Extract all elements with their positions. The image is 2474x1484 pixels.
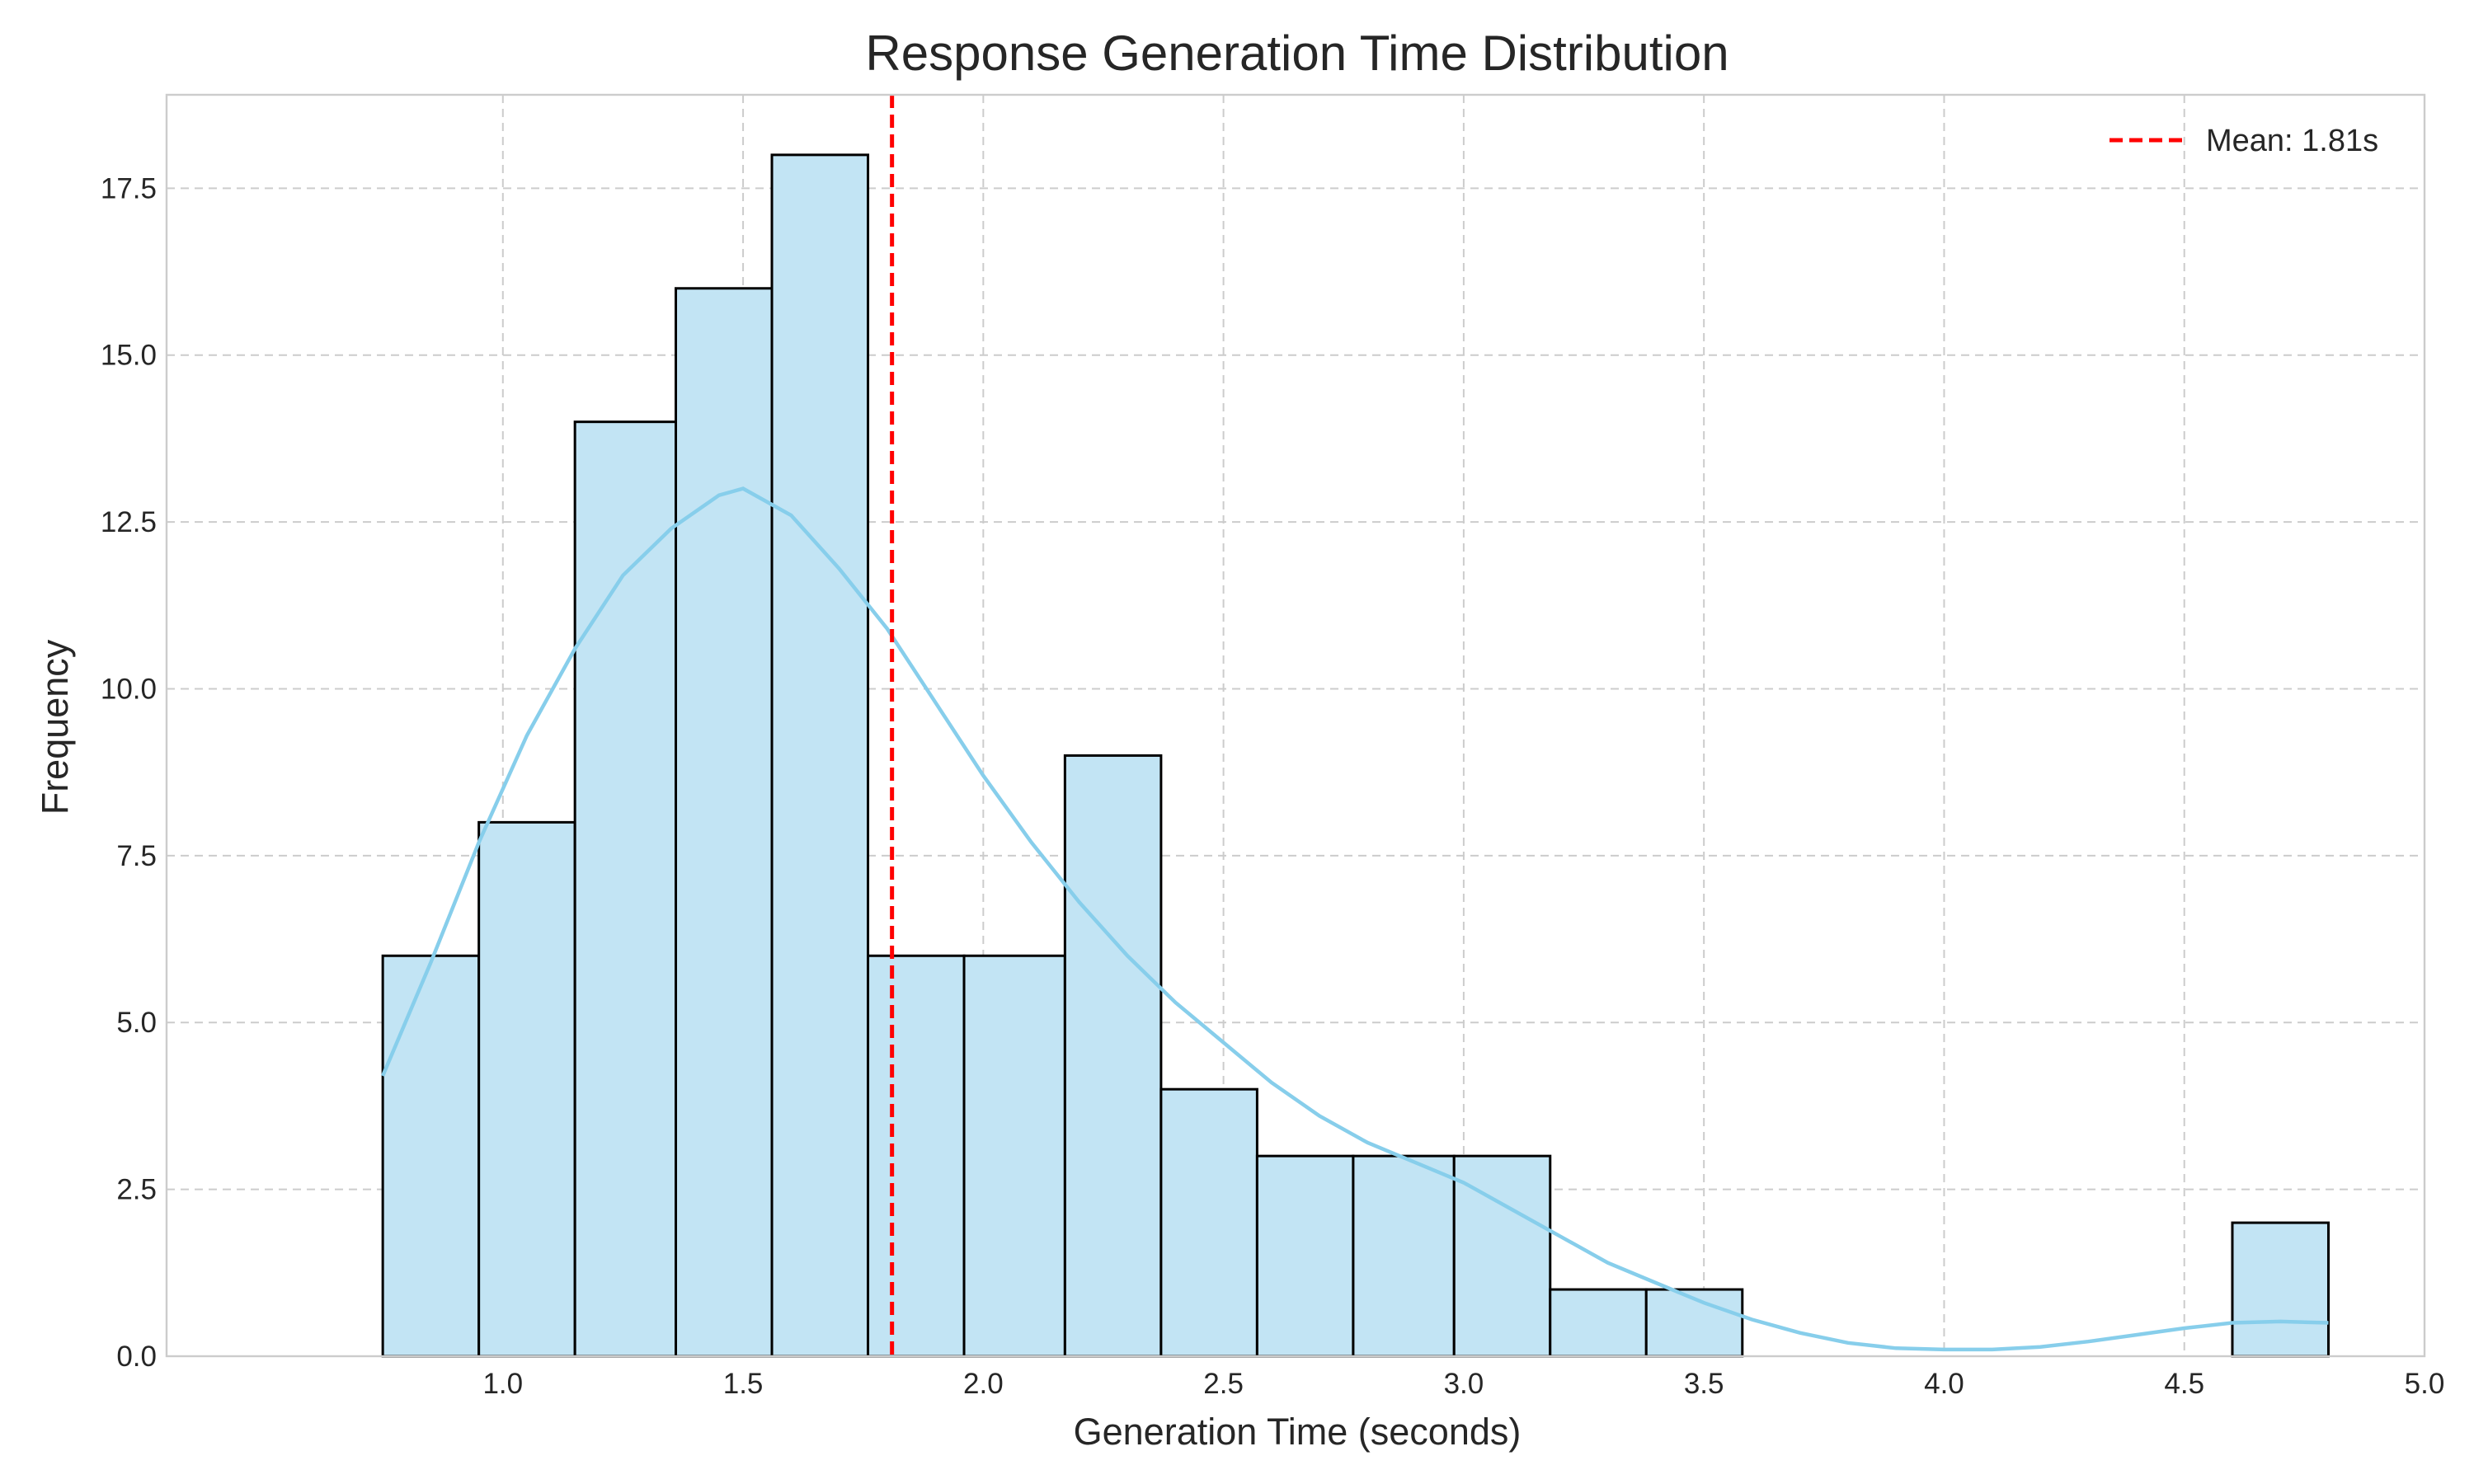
bars-layer: [381, 153, 2330, 1358]
kde-layer: [381, 486, 2329, 1352]
legend: Mean: 1.81s: [2109, 124, 2378, 158]
x-tick-label: 2.5: [1203, 1368, 1244, 1400]
y-tick-label: 10.0: [101, 673, 157, 705]
chart-title: Response Generation Time Distribution: [865, 26, 1729, 81]
histogram-bar: [573, 420, 678, 1358]
histogram-bar: [381, 954, 481, 1358]
x-tick-label: 1.5: [723, 1368, 764, 1400]
x-tick-label: 4.0: [1924, 1368, 1964, 1400]
x-tick-label: 2.0: [963, 1368, 1004, 1400]
histogram-bar: [1255, 1154, 1355, 1358]
y-tick-label: 2.5: [116, 1174, 157, 1206]
y-tick-label: 12.5: [101, 506, 157, 538]
x-tick-labels: 1.0 1.5 2.0 2.5 3.0 3.5 4.0 4.5 5.0: [482, 1368, 2444, 1400]
x-tick-label: 3.5: [1684, 1368, 1724, 1400]
legend-mean-label: Mean: 1.81s: [2206, 124, 2378, 158]
y-tick-label: 7.5: [116, 840, 157, 872]
plot-frame: [165, 93, 2426, 1358]
x-tick-label: 1.0: [482, 1368, 523, 1400]
y-axis-label: Frequency: [34, 639, 76, 815]
histogram-bar: [1452, 1154, 1552, 1358]
histogram-bar: [1063, 754, 1163, 1358]
histogram-bar: [2231, 1221, 2330, 1358]
histogram-bar: [675, 287, 774, 1358]
histogram-bar: [1549, 1288, 1648, 1358]
x-axis-label: Generation Time (seconds): [1074, 1411, 1522, 1453]
histogram-bar: [962, 954, 1066, 1358]
histogram-bar: [867, 954, 966, 1358]
x-tick-label: 3.0: [1444, 1368, 1484, 1400]
kde-curve: [381, 486, 2329, 1352]
y-tick-label: 0.0: [116, 1341, 157, 1373]
x-tick-label: 5.0: [2405, 1368, 2445, 1400]
y-tick-label: 17.5: [101, 172, 157, 204]
y-tick-label: 15.0: [101, 340, 157, 372]
histogram-bar: [477, 820, 576, 1358]
x-tick-label: 4.5: [2164, 1368, 2204, 1400]
histogram-bar: [1159, 1087, 1258, 1358]
y-tick-label: 5.0: [116, 1007, 157, 1039]
histogram-bar: [1352, 1154, 1456, 1358]
y-tick-labels: 0.0 2.5 5.0 7.5 10.0 12.5 15.0 17.5: [101, 172, 157, 1373]
histogram-bar: [770, 153, 870, 1358]
